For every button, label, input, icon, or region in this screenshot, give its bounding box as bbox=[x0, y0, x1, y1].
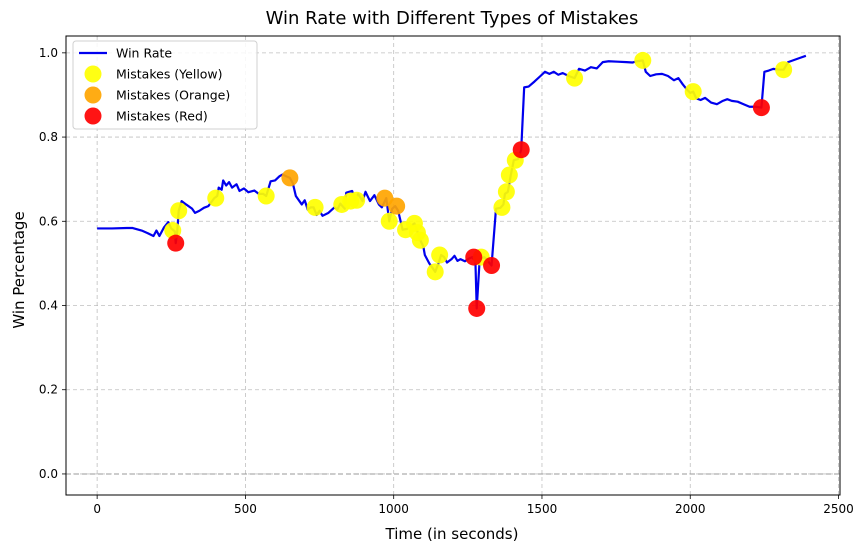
y-tick-label: 0.0 bbox=[39, 467, 58, 481]
x-tick-label: 2000 bbox=[675, 502, 706, 516]
chart-title: Win Rate with Different Types of Mistake… bbox=[266, 8, 639, 29]
x-tick-label: 500 bbox=[234, 502, 257, 516]
y-tick-label: 0.8 bbox=[39, 130, 58, 144]
x-tick-label: 0 bbox=[93, 502, 101, 516]
x-tick-label: 1000 bbox=[378, 502, 409, 516]
mistakes-yellow-point bbox=[634, 51, 652, 69]
mistakes-yellow-point bbox=[684, 83, 702, 101]
mistakes-yellow-point bbox=[170, 202, 188, 220]
legend-marker-swatch bbox=[84, 65, 102, 83]
y-tick-label: 0.4 bbox=[39, 299, 58, 313]
axis-ticks: 0 500 1000 1500 2000 2500 0.0 0.2 0.4 0.6 0.8 1.0 bbox=[39, 46, 854, 516]
y-axis-label: Win Percentage bbox=[10, 211, 28, 328]
mistakes-yellow-point bbox=[500, 166, 518, 184]
mistakes-yellow-point bbox=[426, 263, 444, 281]
mistakes-orange-point bbox=[388, 197, 406, 215]
plot-border bbox=[65, 35, 841, 496]
mistakes-red-point bbox=[468, 299, 486, 317]
x-tick-label: 1500 bbox=[527, 502, 558, 516]
legend-marker-swatch bbox=[84, 107, 102, 125]
mistakes-yellow-point bbox=[497, 183, 515, 201]
axes-frame bbox=[65, 35, 841, 496]
mistakes-yellow-point bbox=[257, 187, 275, 205]
mistakes-orange-point bbox=[281, 169, 299, 187]
y-tick-label: 0.2 bbox=[39, 383, 58, 397]
mistakes-red-point bbox=[167, 234, 185, 252]
mistakes-yellow-point bbox=[380, 212, 398, 230]
y-tick-label: 0.6 bbox=[39, 214, 58, 228]
legend: Win Rate Mistakes (Yellow) Mistakes (Orang… bbox=[72, 40, 258, 130]
legend-label: Mistakes (Red) bbox=[116, 109, 208, 124]
mistakes-yellow-point bbox=[493, 198, 511, 216]
x-axis-label: Time (in seconds) bbox=[385, 525, 519, 543]
mistakes-red-point bbox=[483, 257, 501, 274]
legend-box bbox=[72, 40, 258, 130]
mistakes-yellow-point bbox=[348, 191, 366, 209]
plot-area bbox=[97, 51, 807, 317]
legend-marker-swatch bbox=[84, 86, 102, 104]
mistakes-yellow-point bbox=[306, 198, 324, 216]
mistakes-red-point bbox=[512, 141, 530, 159]
mistakes-yellow-point bbox=[775, 61, 793, 79]
mistakes-yellow-point bbox=[411, 231, 429, 249]
x-tick-label: 2500 bbox=[823, 502, 854, 516]
mistakes-yellow-point bbox=[207, 189, 225, 207]
mistakes-yellow-point bbox=[431, 246, 449, 264]
y-tick-label: 1.0 bbox=[39, 46, 58, 60]
legend-label: Mistakes (Yellow) bbox=[116, 67, 223, 82]
legend-label: Mistakes (Orange) bbox=[116, 88, 230, 103]
win-rate-line bbox=[97, 54, 807, 310]
mistakes-red-point bbox=[752, 99, 770, 117]
legend-label: Win Rate bbox=[116, 46, 172, 61]
mistakes-yellow-point bbox=[566, 69, 584, 87]
mistakes-red-point bbox=[465, 248, 483, 266]
